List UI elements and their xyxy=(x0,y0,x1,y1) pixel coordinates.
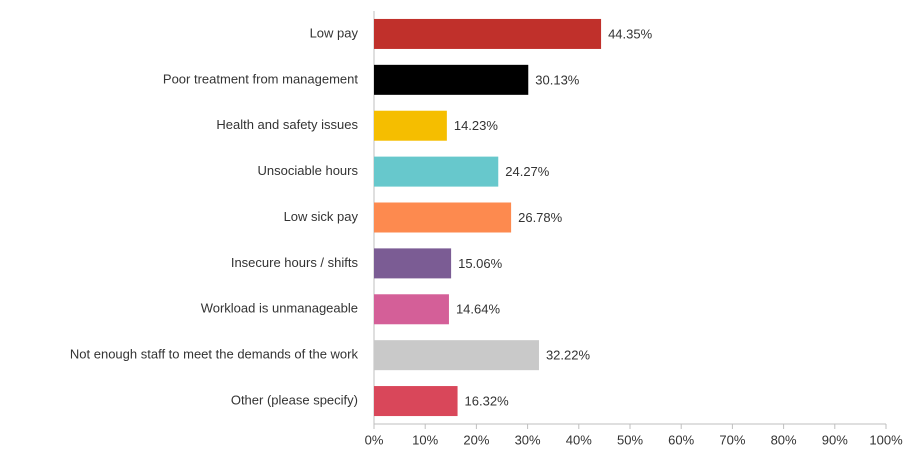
x-tick-label: 40% xyxy=(566,432,592,447)
y-tick-label: Unsociable hours xyxy=(258,163,359,178)
y-tick-label: Low pay xyxy=(310,25,359,40)
x-tick-label: 10% xyxy=(412,432,438,447)
value-label: 14.64% xyxy=(456,302,501,317)
x-tick-label: 100% xyxy=(869,432,903,447)
x-tick-label: 60% xyxy=(668,432,694,447)
x-tick-label: 20% xyxy=(463,432,489,447)
bar xyxy=(374,386,458,417)
x-tick-label: 80% xyxy=(771,432,797,447)
value-label: 24.27% xyxy=(505,164,550,179)
x-tick-label: 0% xyxy=(365,432,384,447)
x-tick-label: 30% xyxy=(515,432,541,447)
bar xyxy=(374,202,512,233)
bar xyxy=(374,110,447,141)
bar xyxy=(374,64,529,95)
value-label: 15.06% xyxy=(458,256,503,271)
bar xyxy=(374,294,449,325)
y-tick-label: Low sick pay xyxy=(284,209,359,224)
x-tick-label: 90% xyxy=(822,432,848,447)
x-tick-label: 50% xyxy=(617,432,643,447)
value-label: 16.32% xyxy=(465,393,510,408)
x-tick-label: 70% xyxy=(719,432,745,447)
y-tick-label: Other (please specify) xyxy=(231,392,358,407)
bar xyxy=(374,248,452,279)
bar xyxy=(374,156,499,187)
y-tick-label: Insecure hours / shifts xyxy=(231,255,359,270)
y-tick-label: Health and safety issues xyxy=(216,117,358,132)
y-tick-label: Workload is unmanageable xyxy=(201,301,358,316)
value-label: 30.13% xyxy=(535,72,580,87)
value-label: 32.22% xyxy=(546,348,591,363)
y-tick-label: Poor treatment from management xyxy=(163,71,358,86)
value-label: 14.23% xyxy=(454,118,499,133)
bar xyxy=(374,18,602,49)
y-tick-label: Not enough staff to meet the demands of … xyxy=(70,347,359,362)
value-label: 44.35% xyxy=(608,26,653,41)
value-label: 26.78% xyxy=(518,210,563,225)
bar xyxy=(374,340,539,371)
